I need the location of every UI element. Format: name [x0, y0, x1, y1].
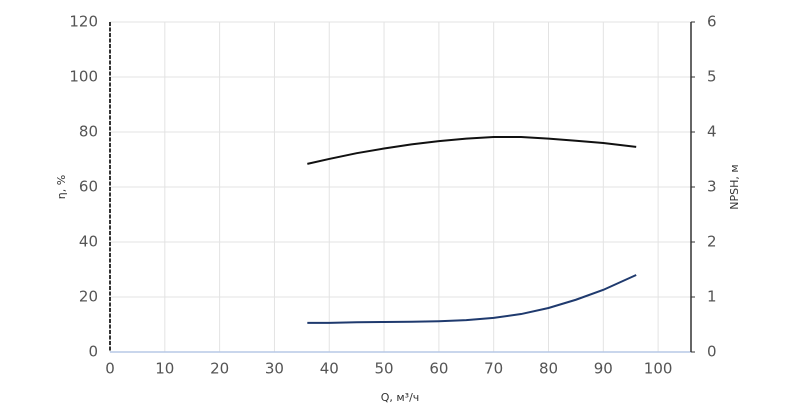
- x-tick-label: 70: [484, 360, 503, 378]
- x-tick-label: 50: [375, 360, 394, 378]
- y-tick-label: 40: [79, 233, 98, 251]
- y2-tick-label: 4: [707, 123, 717, 141]
- y2-tick-label: 1: [707, 288, 717, 306]
- y2-tick-label: 2: [707, 233, 717, 251]
- line-series: [307, 135, 637, 165]
- x-tick-label: 30: [265, 360, 284, 378]
- y-axis-label: η, %: [55, 175, 68, 199]
- y-tick-label: 20: [79, 288, 98, 306]
- y-tick-label: 60: [79, 178, 98, 196]
- y2-tick-label: 6: [707, 13, 717, 31]
- y-tick-label: 80: [79, 123, 98, 141]
- x-tick-label: 80: [539, 360, 558, 378]
- x-axis-label: Q, м³/ч: [381, 391, 420, 404]
- x-tick-label: 60: [429, 360, 448, 378]
- x-tick-label: 20: [210, 360, 229, 378]
- x-tick-label: 100: [644, 360, 673, 378]
- line-series: [307, 274, 637, 324]
- x-tick-label: 0: [105, 360, 115, 378]
- x-tick-label: 40: [320, 360, 339, 378]
- y2-axis-label: NPSH, м: [728, 164, 741, 209]
- y2-tick-label: 0: [707, 343, 717, 361]
- y2-tick-label: 3: [707, 178, 717, 196]
- y-tick-label: 100: [69, 68, 98, 86]
- y-tick-label: 0: [88, 343, 98, 361]
- x-tick-label: 90: [594, 360, 613, 378]
- y-tick-label: 120: [69, 13, 98, 31]
- y2-tick-label: 5: [707, 68, 717, 86]
- x-tick-label: 10: [155, 360, 174, 378]
